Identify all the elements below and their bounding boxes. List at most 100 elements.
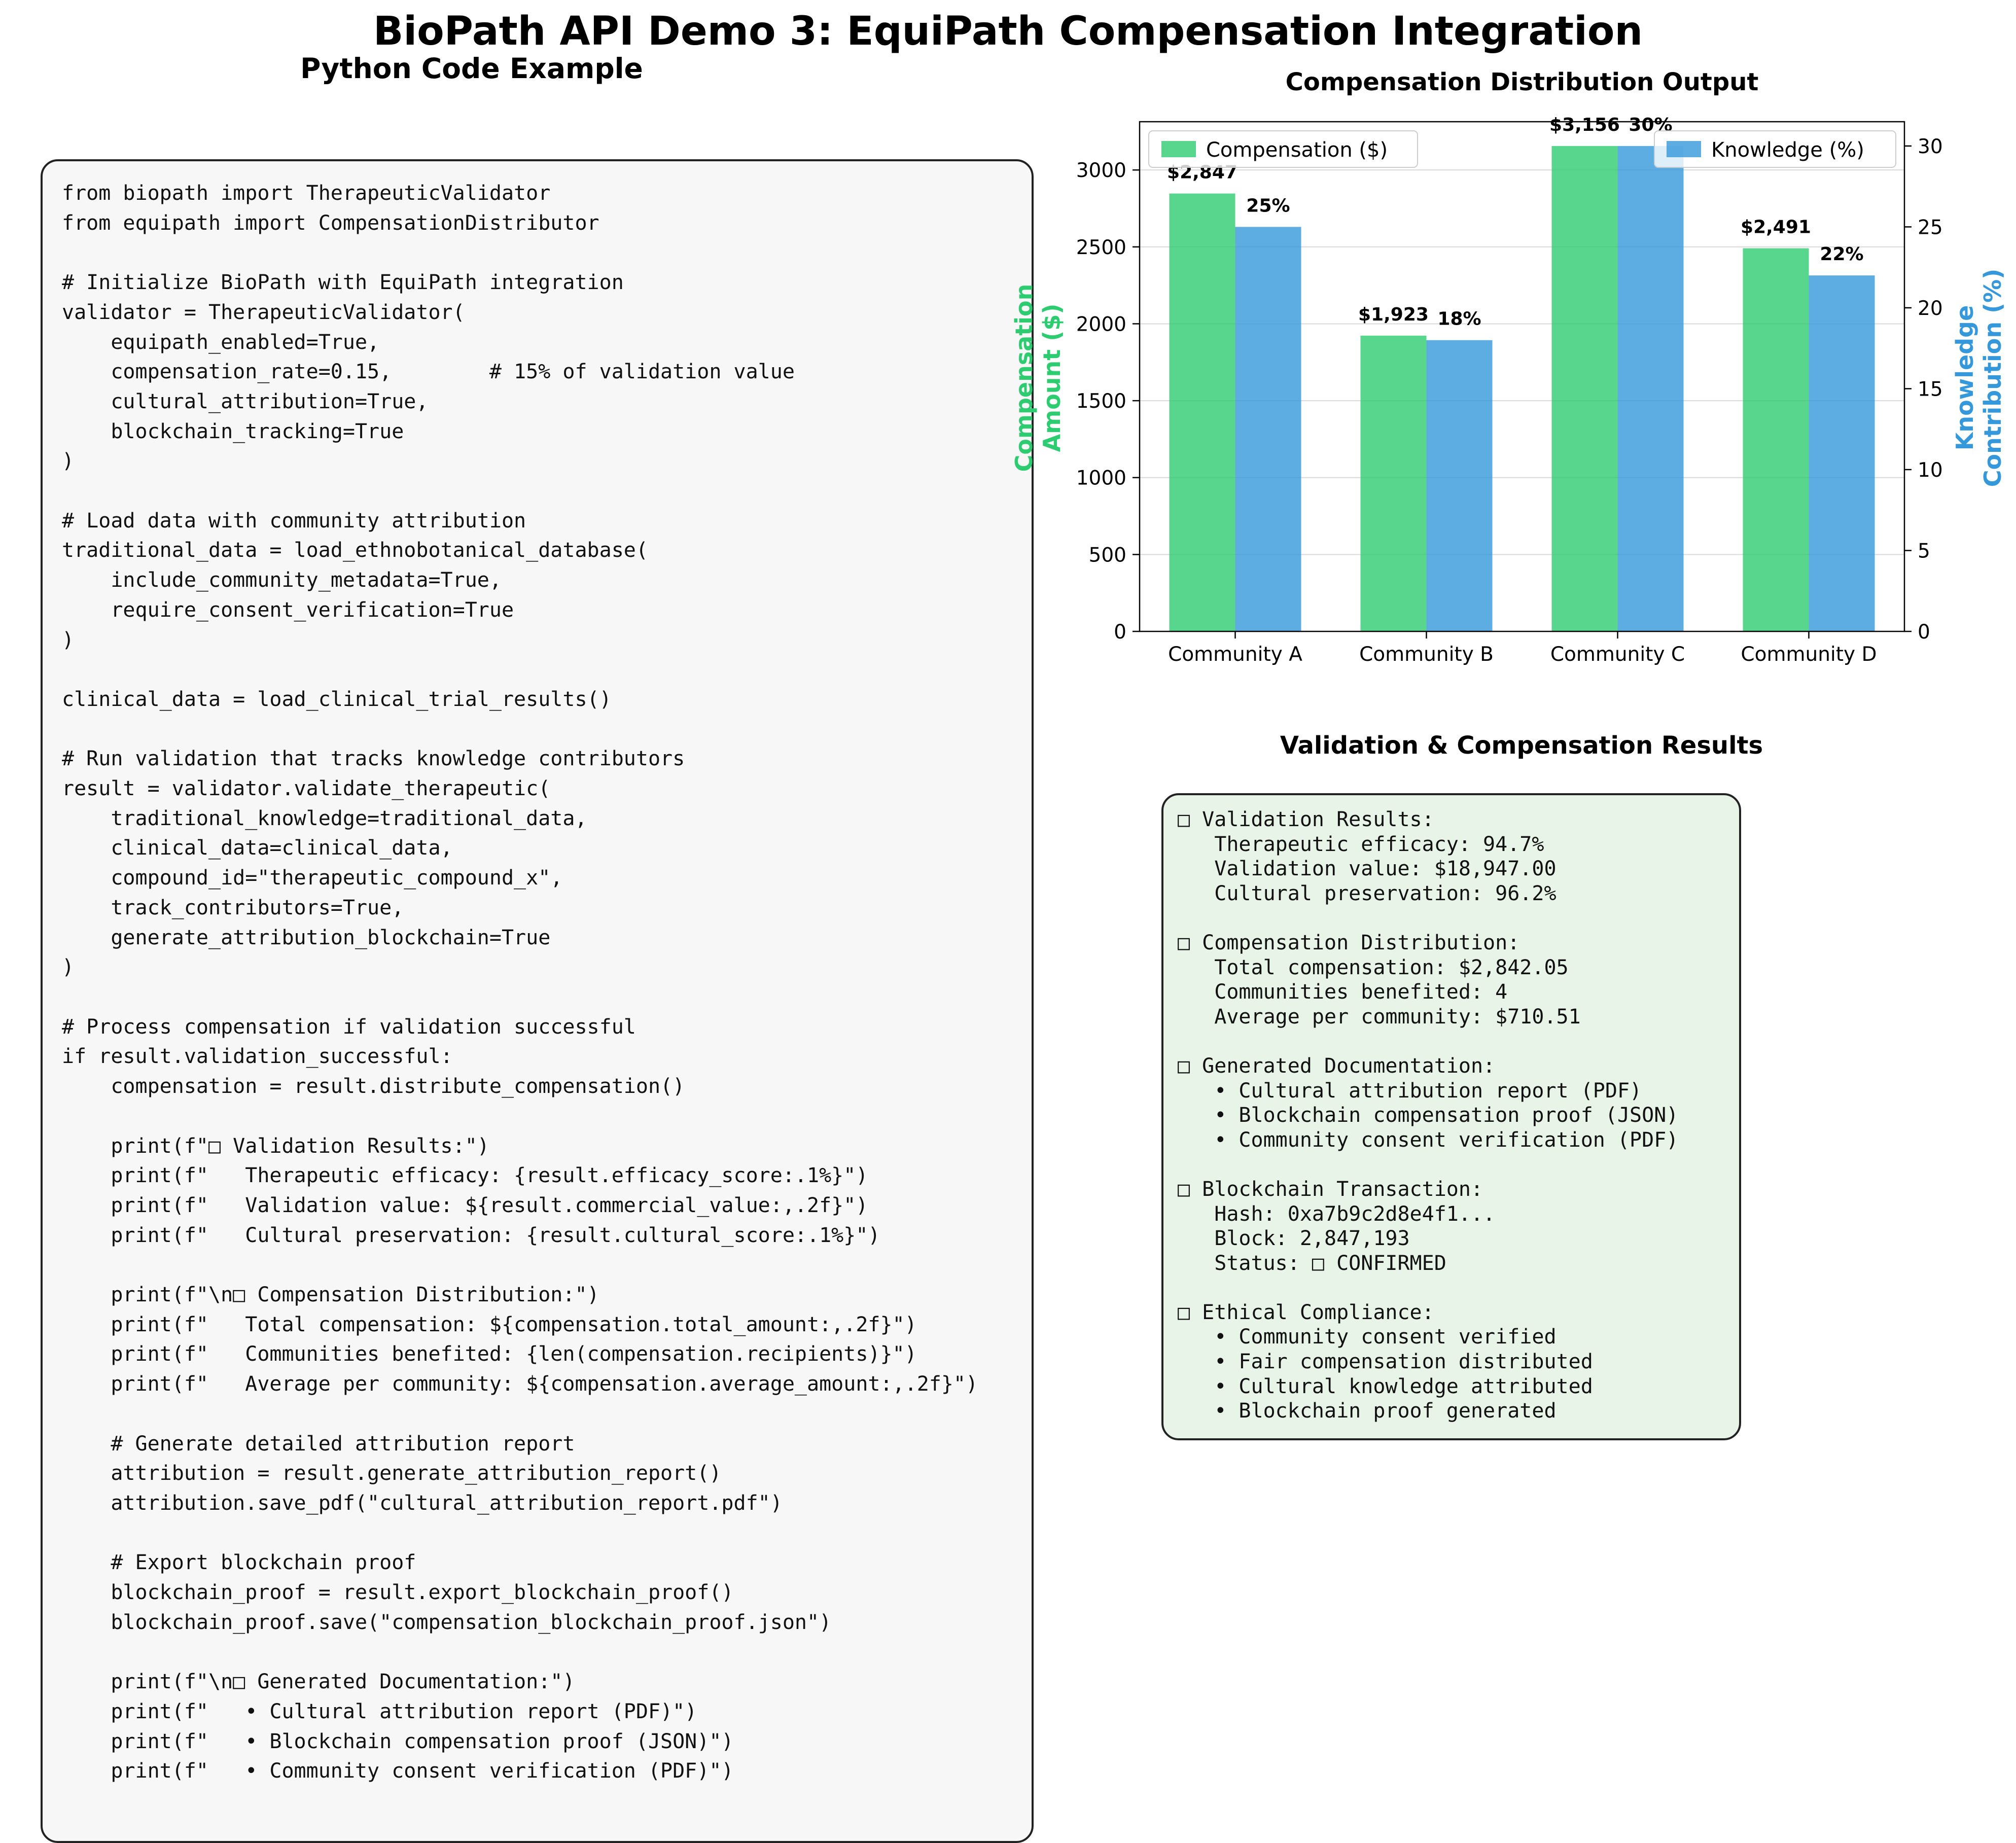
- code-line: ): [62, 955, 75, 979]
- results-line: Cultural preservation: 96.2%: [1178, 881, 1557, 905]
- legend-label-knowledge: Knowledge (%): [1711, 138, 1864, 162]
- bar-label-knowledge: 25%: [1246, 195, 1290, 216]
- code-line: print(f" • Community consent verificatio…: [62, 1759, 734, 1783]
- results-line: Status: □ CONFIRMED: [1178, 1251, 1446, 1275]
- results-line: Communities benefited: 4: [1178, 980, 1508, 1004]
- results-line: • Fair compensation distributed: [1178, 1350, 1593, 1374]
- results-line: □ Ethical Compliance:: [1178, 1300, 1434, 1324]
- y-left-tick-label: 2500: [1076, 236, 1126, 259]
- code-line: traditional_data = load_ethnobotanical_d…: [62, 539, 648, 562]
- bar-knowledge: [1235, 227, 1301, 631]
- code-panel: [41, 159, 1034, 1843]
- code-line: blockchain_proof = result.export_blockch…: [62, 1581, 734, 1605]
- code-line: blockchain_tracking=True: [62, 419, 404, 443]
- plot-frame: [1139, 121, 1905, 632]
- code-line: compensation_rate=0.15, # 15% of validat…: [62, 360, 795, 384]
- code-line: track_contributors=True,: [62, 896, 404, 919]
- code-line: generate_attribution_blockchain=True: [62, 926, 551, 949]
- results-block: □ Validation Results: Therapeutic effica…: [1178, 807, 1678, 1424]
- y-right-tick-label: 10: [1918, 459, 1943, 482]
- code-line: include_community_metadata=True,: [62, 569, 502, 592]
- code-line: clinical_data=clinical_data,: [62, 836, 453, 860]
- code-line: clinical_data = load_clinical_trial_resu…: [62, 687, 612, 711]
- y-right-tick-label: 20: [1918, 297, 1943, 320]
- y-left-tick-label: 3000: [1076, 159, 1126, 182]
- code-line: require_consent_verification=True: [62, 598, 514, 622]
- bar-compensation: [1551, 146, 1618, 631]
- compensation-chart: Compensation Distribution Output 0 500 1000…: [1010, 68, 2006, 666]
- code-line: compound_id="therapeutic_compound_x",: [62, 866, 563, 890]
- y-right-tick-label: 30: [1918, 135, 1943, 158]
- code-line: attribution = result.generate_attributio…: [62, 1462, 722, 1485]
- bar-label-compensation: $2,491: [1741, 217, 1811, 238]
- y-left-tick-label: 2000: [1076, 313, 1126, 336]
- x-tick-label: Community A: [1168, 643, 1302, 666]
- legend-swatch-compensation: [1161, 141, 1196, 157]
- code-line: print(f" Average per community: ${compen…: [62, 1372, 978, 1396]
- results-line: □ Blockchain Transaction:: [1178, 1177, 1483, 1201]
- code-line: if result.validation_successful:: [62, 1045, 453, 1069]
- page-title: BioPath API Demo 3: EquiPath Compensatio…: [373, 9, 1643, 54]
- bar-label-compensation: $3,156: [1549, 115, 1620, 135]
- code-line: # Process compensation if validation suc…: [62, 1015, 636, 1039]
- code-line: print(f" • Blockchain compensation proof…: [62, 1729, 734, 1753]
- y-right-axis-label: KnowledgeContribution (%): [1951, 269, 2006, 487]
- results-panel: [1161, 793, 1741, 1440]
- code-section-title: Python Code Example: [300, 52, 643, 85]
- results-line: • Cultural knowledge attributed: [1178, 1374, 1593, 1398]
- y-left-tick-label: 0: [1114, 621, 1126, 644]
- results-line: □ Generated Documentation:: [1178, 1054, 1496, 1078]
- code-line: result = validator.validate_therapeutic(: [62, 777, 551, 801]
- code-line: print(f" Therapeutic efficacy: {result.e…: [62, 1164, 868, 1188]
- chart-title: Compensation Distribution Output: [1286, 68, 1759, 96]
- bar-label-compensation: $1,923: [1358, 304, 1429, 325]
- bar-knowledge: [1426, 340, 1493, 631]
- bar-knowledge: [1617, 146, 1684, 631]
- code-line: print(f" Cultural preservation: {result.…: [62, 1223, 880, 1247]
- results-line: • Community consent verification (PDF): [1178, 1128, 1679, 1152]
- results-line: • Blockchain proof generated: [1178, 1399, 1557, 1423]
- results-line: Average per community: $710.51: [1178, 1005, 1581, 1029]
- x-tick-label: Community D: [1741, 643, 1877, 666]
- results-line: • Cultural attribution report (PDF): [1178, 1079, 1642, 1103]
- y-left-tick-label: 500: [1089, 544, 1126, 566]
- code-line: # Load data with community attribution: [62, 509, 526, 533]
- code-line: cultural_attribution=True,: [62, 389, 429, 413]
- legend-left-box: [1148, 130, 1418, 168]
- results-line: • Community consent verified: [1178, 1325, 1557, 1349]
- code-line: print(f"\n□ Compensation Distribution:"): [62, 1283, 599, 1307]
- code-line: attribution.save_pdf("cultural_attributi…: [62, 1491, 783, 1515]
- code-line: print(f" • Cultural attribution report (…: [62, 1699, 697, 1723]
- results-section-title: Validation & Compensation Results: [1280, 731, 1763, 760]
- code-line: # Initialize BioPath with EquiPath integ…: [62, 271, 624, 295]
- bar-compensation: [1360, 335, 1427, 631]
- bar-label-knowledge: 22%: [1820, 244, 1863, 265]
- results-line: Hash: 0xa7b9c2d8e4f1...: [1178, 1202, 1496, 1226]
- code-line: validator = TherapeuticValidator(: [62, 300, 465, 324]
- y-right-tick-label: 25: [1918, 216, 1943, 239]
- legend-right-box: [1654, 130, 1896, 168]
- code-line: # Export blockchain proof: [62, 1551, 416, 1575]
- results-line: • Blockchain compensation proof (JSON): [1178, 1104, 1679, 1127]
- y-left-tick-label: 1500: [1076, 390, 1126, 413]
- code-line: print(f"□ Validation Results:"): [62, 1134, 489, 1158]
- results-line: Total compensation: $2,842.05: [1178, 955, 1569, 979]
- y-right-tick-label: 15: [1918, 378, 1943, 401]
- code-line: print(f" Total compensation: ${compensat…: [62, 1313, 917, 1336]
- results-line: □ Validation Results:: [1178, 808, 1434, 831]
- x-tick-label: Community B: [1359, 643, 1494, 666]
- results-line: Therapeutic efficacy: 94.7%: [1178, 832, 1544, 856]
- y-right-tick-label: 0: [1918, 621, 1930, 644]
- code-line: print(f"\n□ Generated Documentation:"): [62, 1670, 575, 1694]
- code-line: from biopath import TherapeuticValidator: [62, 182, 551, 205]
- code-line: # Run validation that tracks knowledge c…: [62, 747, 685, 771]
- bar-label-knowledge: 18%: [1437, 309, 1481, 330]
- y-left-tick-label: 1000: [1076, 467, 1126, 490]
- results-line: □ Compensation Distribution:: [1178, 931, 1520, 954]
- code-line: compensation = result.distribute_compens…: [62, 1075, 685, 1098]
- y-right-tick-label: 5: [1918, 540, 1930, 562]
- legend-label-compensation: Compensation ($): [1206, 138, 1388, 162]
- code-block: from biopath import TherapeuticValidator…: [62, 179, 978, 1786]
- results-line: Validation value: $18,947.00: [1178, 857, 1557, 881]
- code-line: # Generate detailed attribution report: [62, 1432, 575, 1456]
